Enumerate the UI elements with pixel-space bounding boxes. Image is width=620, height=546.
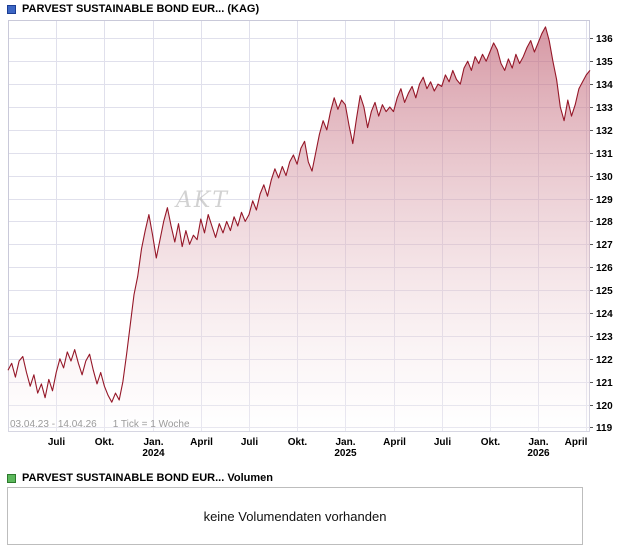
price-line — [7, 26, 591, 403]
x-axis-label: April — [190, 437, 213, 448]
date-range-label: 03.04.23 - 14.04.26 — [10, 419, 97, 430]
y-axis-label: 135 — [596, 57, 613, 68]
no-volume-data-box: keine Volumendaten vorhanden — [7, 487, 583, 545]
x-axis-label: Jan. — [528, 437, 548, 448]
price-chart-area: 136 135 134 133 132 131 130 129 128 127 126 125 124 1… — [0, 16, 620, 466]
y-axis-label: 134 — [596, 80, 613, 91]
x-axis-year-label: 2024 — [142, 448, 165, 459]
x-axis-label: Juli — [241, 437, 258, 448]
y-axis-labels: 136 135 134 133 132 131 130 129 128 127 126 125 124 1… — [590, 34, 613, 434]
x-axis-label: Juli — [434, 437, 451, 448]
y-axis-label: 130 — [596, 172, 613, 183]
price-chart-header: PARVEST SUSTAINABLE BOND EUR... (KAG) — [7, 3, 259, 15]
price-chart-title: PARVEST SUSTAINABLE BOND EUR... (KAG) — [22, 3, 260, 15]
y-axis-label: 122 — [596, 355, 613, 366]
y-axis-label: 123 — [596, 332, 613, 343]
x-axis-label: Okt. — [481, 437, 501, 448]
y-axis-label: 129 — [596, 195, 613, 206]
y-axis-label: 125 — [596, 286, 613, 297]
x-axis-label: Jan. — [143, 437, 163, 448]
x-axis-year-label: 2026 — [527, 448, 550, 459]
series-marker-icon — [7, 4, 16, 14]
y-axis-label: 124 — [596, 309, 613, 320]
y-axis-label: 120 — [596, 401, 613, 412]
y-axis-label: 126 — [596, 263, 613, 274]
y-axis-label: 131 — [596, 149, 613, 160]
volume-chart-title: PARVEST SUSTAINABLE BOND EUR... Volumen — [22, 472, 273, 484]
y-axis-label: 119 — [596, 423, 613, 434]
y-axis-label: 132 — [596, 126, 613, 137]
period-info: 03.04.23 - 14.04.26 1 Tick = 1 Woche — [10, 419, 190, 430]
volume-series-marker-icon — [7, 473, 16, 483]
tick-size-label: 1 Tick = 1 Woche — [112, 419, 190, 430]
no-volume-data-text: keine Volumendaten vorhanden — [203, 508, 387, 524]
x-axis-label: Okt. — [95, 437, 115, 448]
x-axis-label: April — [565, 437, 588, 448]
watermark: AKT — [176, 188, 229, 213]
y-axis-label: 127 — [596, 240, 613, 251]
y-axis-label: 133 — [596, 103, 613, 114]
y-axis-label: 136 — [596, 34, 613, 45]
x-axis-label: Juli — [48, 437, 65, 448]
x-axis-label: Jan. — [335, 437, 355, 448]
x-axis-label: April — [383, 437, 406, 448]
price-area — [8, 26, 590, 433]
y-axis-label: 121 — [596, 378, 613, 389]
y-axis-label: 128 — [596, 217, 613, 228]
price-chart: 136 135 134 133 132 131 130 129 128 127 126 125 124 1… — [7, 20, 613, 459]
x-axis-label: Okt. — [288, 437, 308, 448]
volume-chart-header: PARVEST SUSTAINABLE BOND EUR... Volumen — [7, 472, 273, 484]
x-axis-year-label: 2025 — [334, 448, 357, 459]
